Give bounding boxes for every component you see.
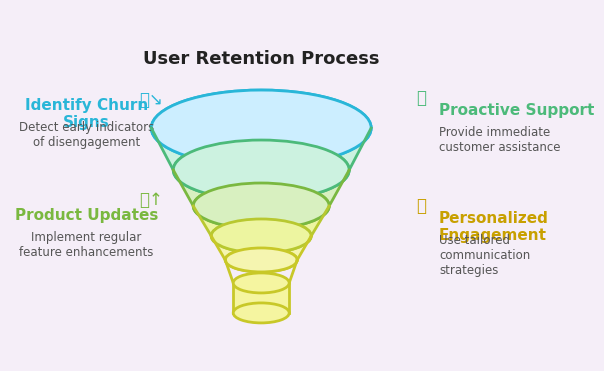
Ellipse shape: [225, 248, 297, 272]
Ellipse shape: [193, 183, 329, 229]
Text: Proactive Support: Proactive Support: [439, 103, 594, 118]
Ellipse shape: [151, 90, 371, 166]
Text: 🖥: 🖥: [416, 89, 426, 107]
Ellipse shape: [151, 90, 371, 166]
Text: Identify Churn
Signs: Identify Churn Signs: [25, 98, 148, 131]
Ellipse shape: [173, 140, 349, 200]
Ellipse shape: [193, 183, 329, 229]
Text: 👤↘: 👤↘: [140, 91, 163, 109]
Text: Product Updates: Product Updates: [14, 208, 158, 223]
Text: Provide immediate
customer assistance: Provide immediate customer assistance: [439, 126, 561, 154]
Ellipse shape: [211, 219, 311, 253]
Ellipse shape: [233, 303, 289, 323]
Ellipse shape: [225, 248, 297, 272]
Ellipse shape: [173, 140, 349, 200]
Text: 💬: 💬: [416, 197, 426, 215]
Ellipse shape: [211, 219, 311, 253]
Text: 🗄↑: 🗄↑: [140, 191, 163, 209]
Text: Use tailored
communication
strategies: Use tailored communication strategies: [439, 234, 530, 277]
Text: Implement regular
feature enhancements: Implement regular feature enhancements: [19, 231, 153, 259]
Polygon shape: [211, 236, 311, 260]
Text: User Retention Process: User Retention Process: [143, 50, 379, 68]
Ellipse shape: [233, 273, 289, 293]
Polygon shape: [151, 128, 371, 170]
Polygon shape: [193, 206, 329, 236]
Text: Detect early indicators
of disengagement: Detect early indicators of disengagement: [19, 121, 154, 149]
Polygon shape: [173, 170, 349, 206]
Bar: [233, 283, 289, 313]
Text: Personalized
Engagement: Personalized Engagement: [439, 211, 549, 243]
